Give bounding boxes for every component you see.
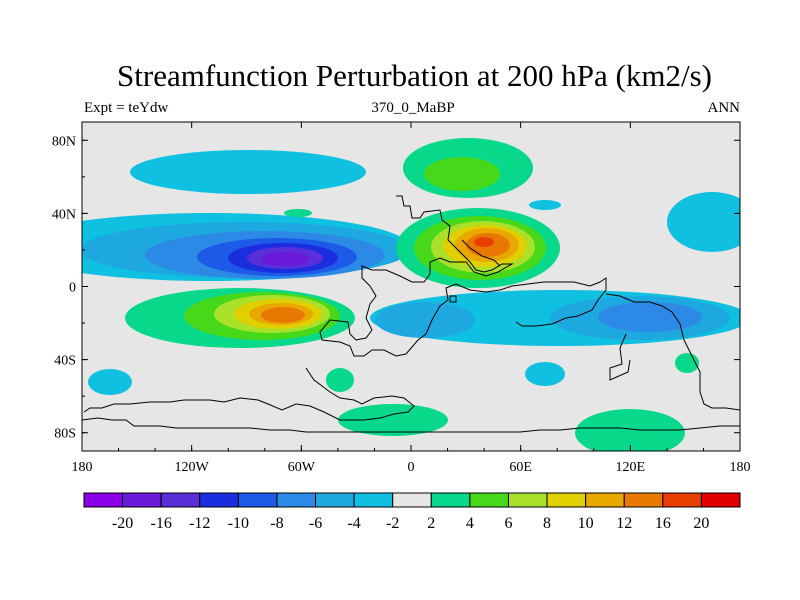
colorbar-swatch [199, 492, 239, 508]
x-tick-label: 180 [72, 460, 93, 475]
colorbar-swatch [585, 492, 625, 508]
x-tick-label: 60E [509, 460, 532, 475]
colorbar-label: 4 [466, 515, 474, 532]
colorbar-swatch [507, 492, 548, 508]
coastline-islands [609, 333, 631, 381]
contour-small-green-2 [326, 368, 354, 392]
contour-ne-high-7 [474, 237, 494, 247]
contour-sh-low-east-2 [598, 302, 702, 332]
colorbar-swatch [353, 492, 394, 508]
coastline-arabia [461, 239, 501, 267]
contour-nh-low-7 [261, 252, 309, 266]
colorbar-label: -6 [309, 515, 322, 532]
coastline-africa [319, 195, 607, 357]
colorbar-swatch [315, 492, 355, 508]
colorbar-swatch [160, 492, 201, 508]
contour-sh-high-6 [261, 307, 305, 323]
colorbar-swatch [469, 492, 509, 508]
chart-title: Streamfunction Perturbation at 200 hPa (… [117, 58, 712, 93]
colorbar-swatch [83, 492, 124, 508]
contour-small-40n [284, 209, 312, 217]
colorbar-label: 20 [693, 515, 709, 532]
colorbar-label: -12 [189, 515, 210, 532]
contour-arctic-low [130, 150, 366, 194]
y-tick-label: 40S [54, 354, 76, 369]
colorbar-swatch [430, 492, 471, 508]
x-tick-label: 0 [408, 460, 415, 475]
coastline-antarctica [82, 417, 740, 433]
colorbar-label: -20 [112, 515, 133, 532]
colorbar-label: 16 [655, 515, 671, 532]
colorbar-label: -16 [151, 515, 172, 532]
colorbar-label: -4 [347, 515, 360, 532]
y-tick-label: 40N [52, 207, 76, 222]
colorbar-label: 2 [427, 515, 435, 532]
period-label: 370_0_MaBP [371, 100, 455, 116]
coastlines [82, 195, 740, 433]
coastline-madagascar [449, 295, 457, 303]
x-tick-label: 120W [175, 460, 210, 475]
coastline-south-america [83, 367, 415, 421]
colorbar-label: -2 [386, 515, 399, 532]
colorbar-swatch [546, 492, 587, 508]
contour-so-high [338, 404, 448, 436]
colorbar-swatch [122, 492, 162, 508]
colorbar-swatch [700, 492, 741, 508]
colorbar-swatch [237, 492, 278, 508]
colorbar-label: -10 [228, 515, 249, 532]
axes: 180 120W 60W 0 60E 120E 180 80N 40N 0 40S 80S [52, 122, 751, 475]
contour-small-cyan-2 [525, 362, 565, 386]
colorbar-swatch [662, 492, 702, 508]
colorbar-label: 8 [543, 515, 551, 532]
contour-epac-low [667, 192, 740, 252]
colorbar-label: 10 [578, 515, 594, 532]
colorbar-label: 12 [616, 515, 632, 532]
contour-fills [82, 138, 740, 451]
experiment-label: Expt = teYdw [84, 100, 169, 116]
x-tick-label: 180 [730, 460, 751, 475]
annual-label: ANN [707, 100, 741, 116]
colorbar-swatch [623, 492, 664, 508]
y-tick-label: 80N [52, 134, 76, 149]
x-tick-label: 60W [288, 460, 316, 475]
y-tick-label: 80S [54, 427, 76, 442]
contour-arctic-high-2 [424, 157, 500, 191]
colorbar-swatch [392, 492, 432, 508]
y-tick-label: 0 [69, 281, 76, 296]
colorbar-label: -8 [270, 515, 283, 532]
x-tick-label: 120E [616, 460, 646, 475]
coastline-asia [605, 293, 740, 411]
contour-sh-low-west [375, 302, 475, 338]
contour-sp-high [575, 409, 685, 451]
colorbar: -20 -16 -12 -10 -8 -6 -4 -2 2 4 6 8 10 12 16 20 [83, 492, 741, 532]
colorbar-label: 6 [504, 515, 512, 532]
contour-small-cyan-1 [529, 200, 561, 210]
colorbar-swatch [276, 492, 317, 508]
contour-small-cyan-3 [88, 369, 132, 395]
